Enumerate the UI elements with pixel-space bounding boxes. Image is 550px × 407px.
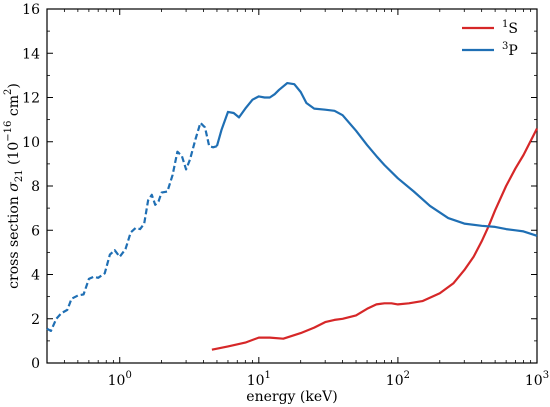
series-1S-solid-line [211,128,538,351]
y-tick-label: 0 [31,356,40,372]
y-tick-label: 4 [31,268,40,284]
x-tick-label: 101 [247,370,271,389]
y-tick-label: 12 [22,91,40,107]
series-3P-dashed-line [46,121,218,332]
ticks-layer: 0 2 4 6 8 10 12 14 16 100 101 102 103 [22,2,549,389]
legend-label: 1S [502,19,518,37]
y-tick-label: 6 [31,223,40,239]
y-tick-label: 10 [22,135,40,151]
y-tick-label: 8 [31,179,40,195]
series-3P-solid-line [215,81,538,237]
y-tick-label: 2 [31,312,40,328]
legend-label: 3P [502,41,518,59]
x-tick-label: 103 [525,370,549,389]
plot-frame [46,8,538,364]
x-tick-label: 102 [386,370,410,389]
legend-entry-3P: 3P [462,41,518,59]
y-tick-label: 14 [22,46,40,62]
legend-entry-1S: 1S [462,19,518,37]
y-axis-label: cross section σ21 (10−16 cm2) [3,83,25,289]
x-tick-label: 100 [108,370,132,389]
plot-area: 0 2 4 6 8 10 12 14 16 100 101 102 103 [22,2,549,389]
x-axis-label: energy (keV) [246,389,337,405]
y-tick-label: 16 [22,2,40,18]
series-layer [46,81,538,351]
